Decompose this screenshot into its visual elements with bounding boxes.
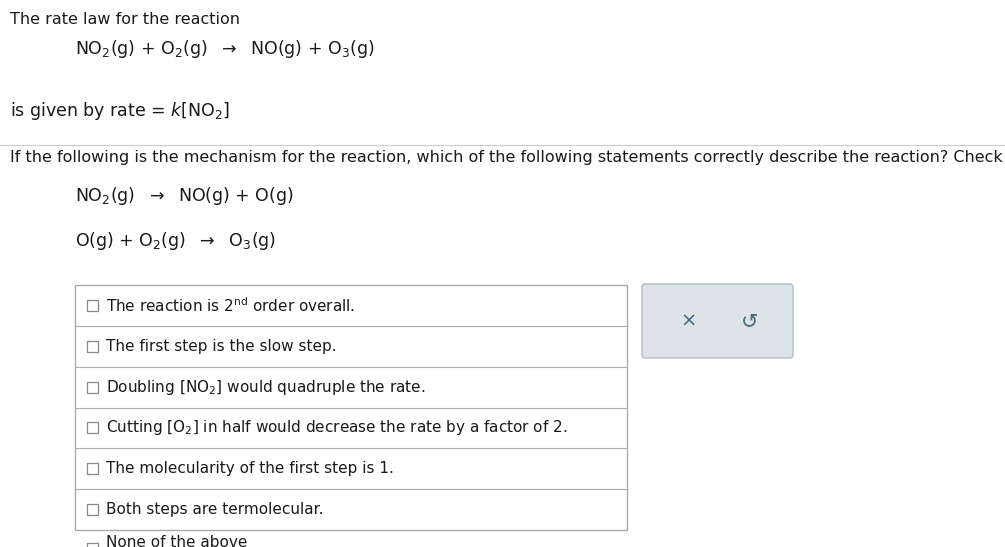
Bar	[87, 300, 98, 311]
Text: The reaction is 2$^{\mathrm{nd}}$ order overall.: The reaction is 2$^{\mathrm{nd}}$ order …	[106, 296, 355, 315]
Bar	[87, 382, 98, 393]
Text: Both steps are termolecular.: Both steps are termolecular.	[106, 502, 324, 517]
Text: The rate law for the reaction: The rate law for the reaction	[10, 12, 240, 27]
FancyBboxPatch shape	[642, 284, 793, 358]
Bar	[87, 543, 98, 547]
Bar	[87, 504, 98, 515]
Text: Cutting $\left[\mathrm{O_2}\right]$ in half would decrease the rate by a factor : Cutting $\left[\mathrm{O_2}\right]$ in h…	[106, 418, 568, 438]
Text: None of the above: None of the above	[106, 535, 247, 547]
Bar	[75, 285, 627, 530]
Text: If the following is the mechanism for the reaction, which of the following state: If the following is the mechanism for th…	[10, 150, 1005, 165]
Text: O(g) + O$_2$(g)  $\rightarrow$  O$_3$(g): O(g) + O$_2$(g) $\rightarrow$ O$_3$(g)	[75, 230, 276, 252]
Bar	[87, 422, 98, 433]
Bar	[87, 341, 98, 352]
Text: ×: ×	[680, 311, 696, 330]
Bar	[87, 463, 98, 474]
Text: NO$_2$(g) + O$_2$(g)  $\rightarrow$  NO(g) + O$_3$(g): NO$_2$(g) + O$_2$(g) $\rightarrow$ NO(g)…	[75, 38, 375, 60]
Text: The first step is the slow step.: The first step is the slow step.	[106, 339, 337, 354]
Text: The molecularity of the first step is 1.: The molecularity of the first step is 1.	[106, 461, 394, 476]
Text: NO$_2$(g)  $\rightarrow$  NO(g) + O(g): NO$_2$(g) $\rightarrow$ NO(g) + O(g)	[75, 185, 293, 207]
Text: Doubling $\left[\mathrm{NO_2}\right]$ would quadruple the rate.: Doubling $\left[\mathrm{NO_2}\right]$ wo…	[106, 377, 425, 397]
Text: ↺: ↺	[741, 311, 758, 331]
Text: is given by rate = $k\left[\mathrm{NO_2}\right]$: is given by rate = $k\left[\mathrm{NO_2}…	[10, 100, 230, 122]
